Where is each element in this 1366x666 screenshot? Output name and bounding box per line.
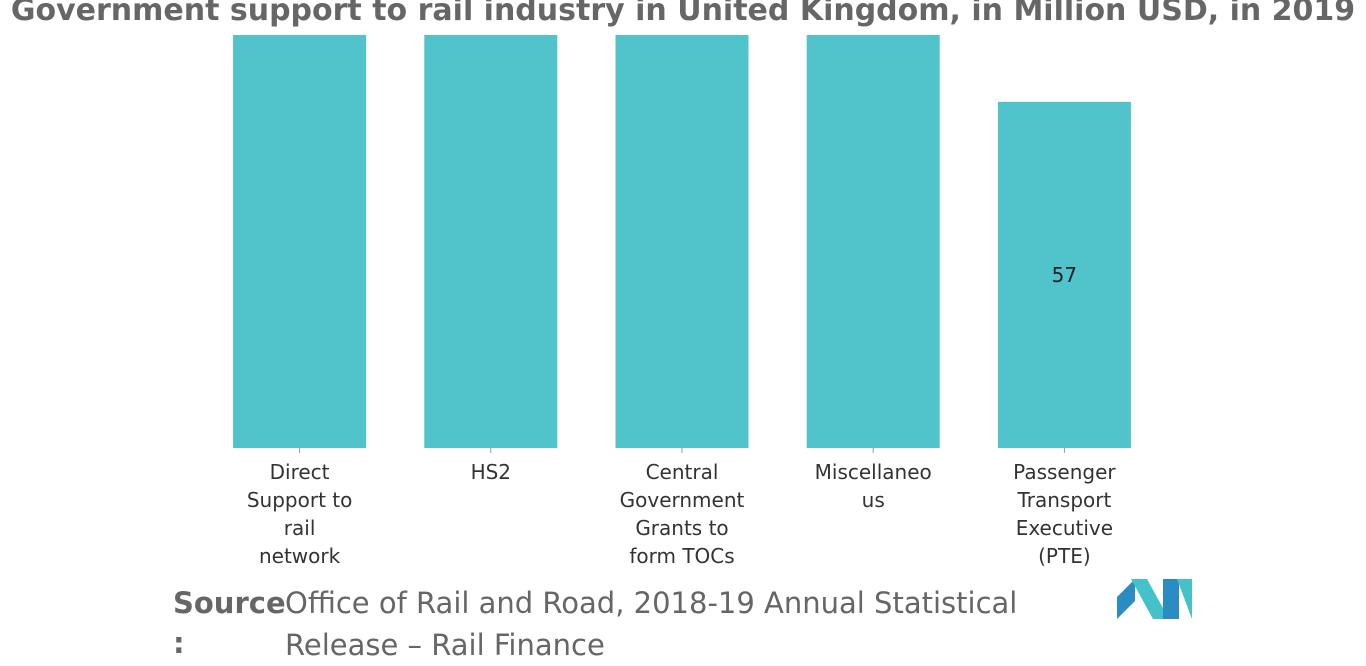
source-label: Source	[173, 586, 286, 620]
data-label-5: 57	[1052, 263, 1077, 287]
logo-left-stroke	[1117, 579, 1135, 619]
x-axis-tick-labels: Direct Support to rail network HS2 Central Gov…	[247, 460, 1117, 568]
source-colon: :	[173, 626, 185, 660]
logo-right-stroke	[1163, 579, 1179, 619]
bar-1	[233, 35, 367, 448]
bar-5	[997, 101, 1131, 448]
source-text: Office of Rail and Road, 2018-19 Annual …	[285, 586, 1018, 662]
logo-middle-stroke	[1131, 579, 1169, 619]
x-tick-label-5: Passenger Transport Executive (PTE)	[1013, 460, 1116, 568]
chart-title: Government support to rail industry in U…	[11, 0, 1355, 28]
bar-2	[424, 35, 558, 448]
x-axis-ticks	[299, 448, 1065, 453]
x-tick-label-3: Central Government Grants to form TOCs	[620, 460, 745, 568]
logo-far-right-stroke	[1177, 579, 1192, 619]
x-tick-label-2: HS2	[471, 460, 511, 484]
bars-layer	[233, 35, 1131, 448]
x-tick-label-4: Miscellaneo us	[815, 460, 932, 512]
x-tick-label-1: Direct Support to rail network	[247, 460, 353, 568]
data-labels: 57	[1052, 263, 1077, 287]
bar-4	[806, 35, 940, 448]
bar-3	[615, 35, 749, 448]
mordor-intelligence-logo-icon	[1117, 579, 1192, 619]
